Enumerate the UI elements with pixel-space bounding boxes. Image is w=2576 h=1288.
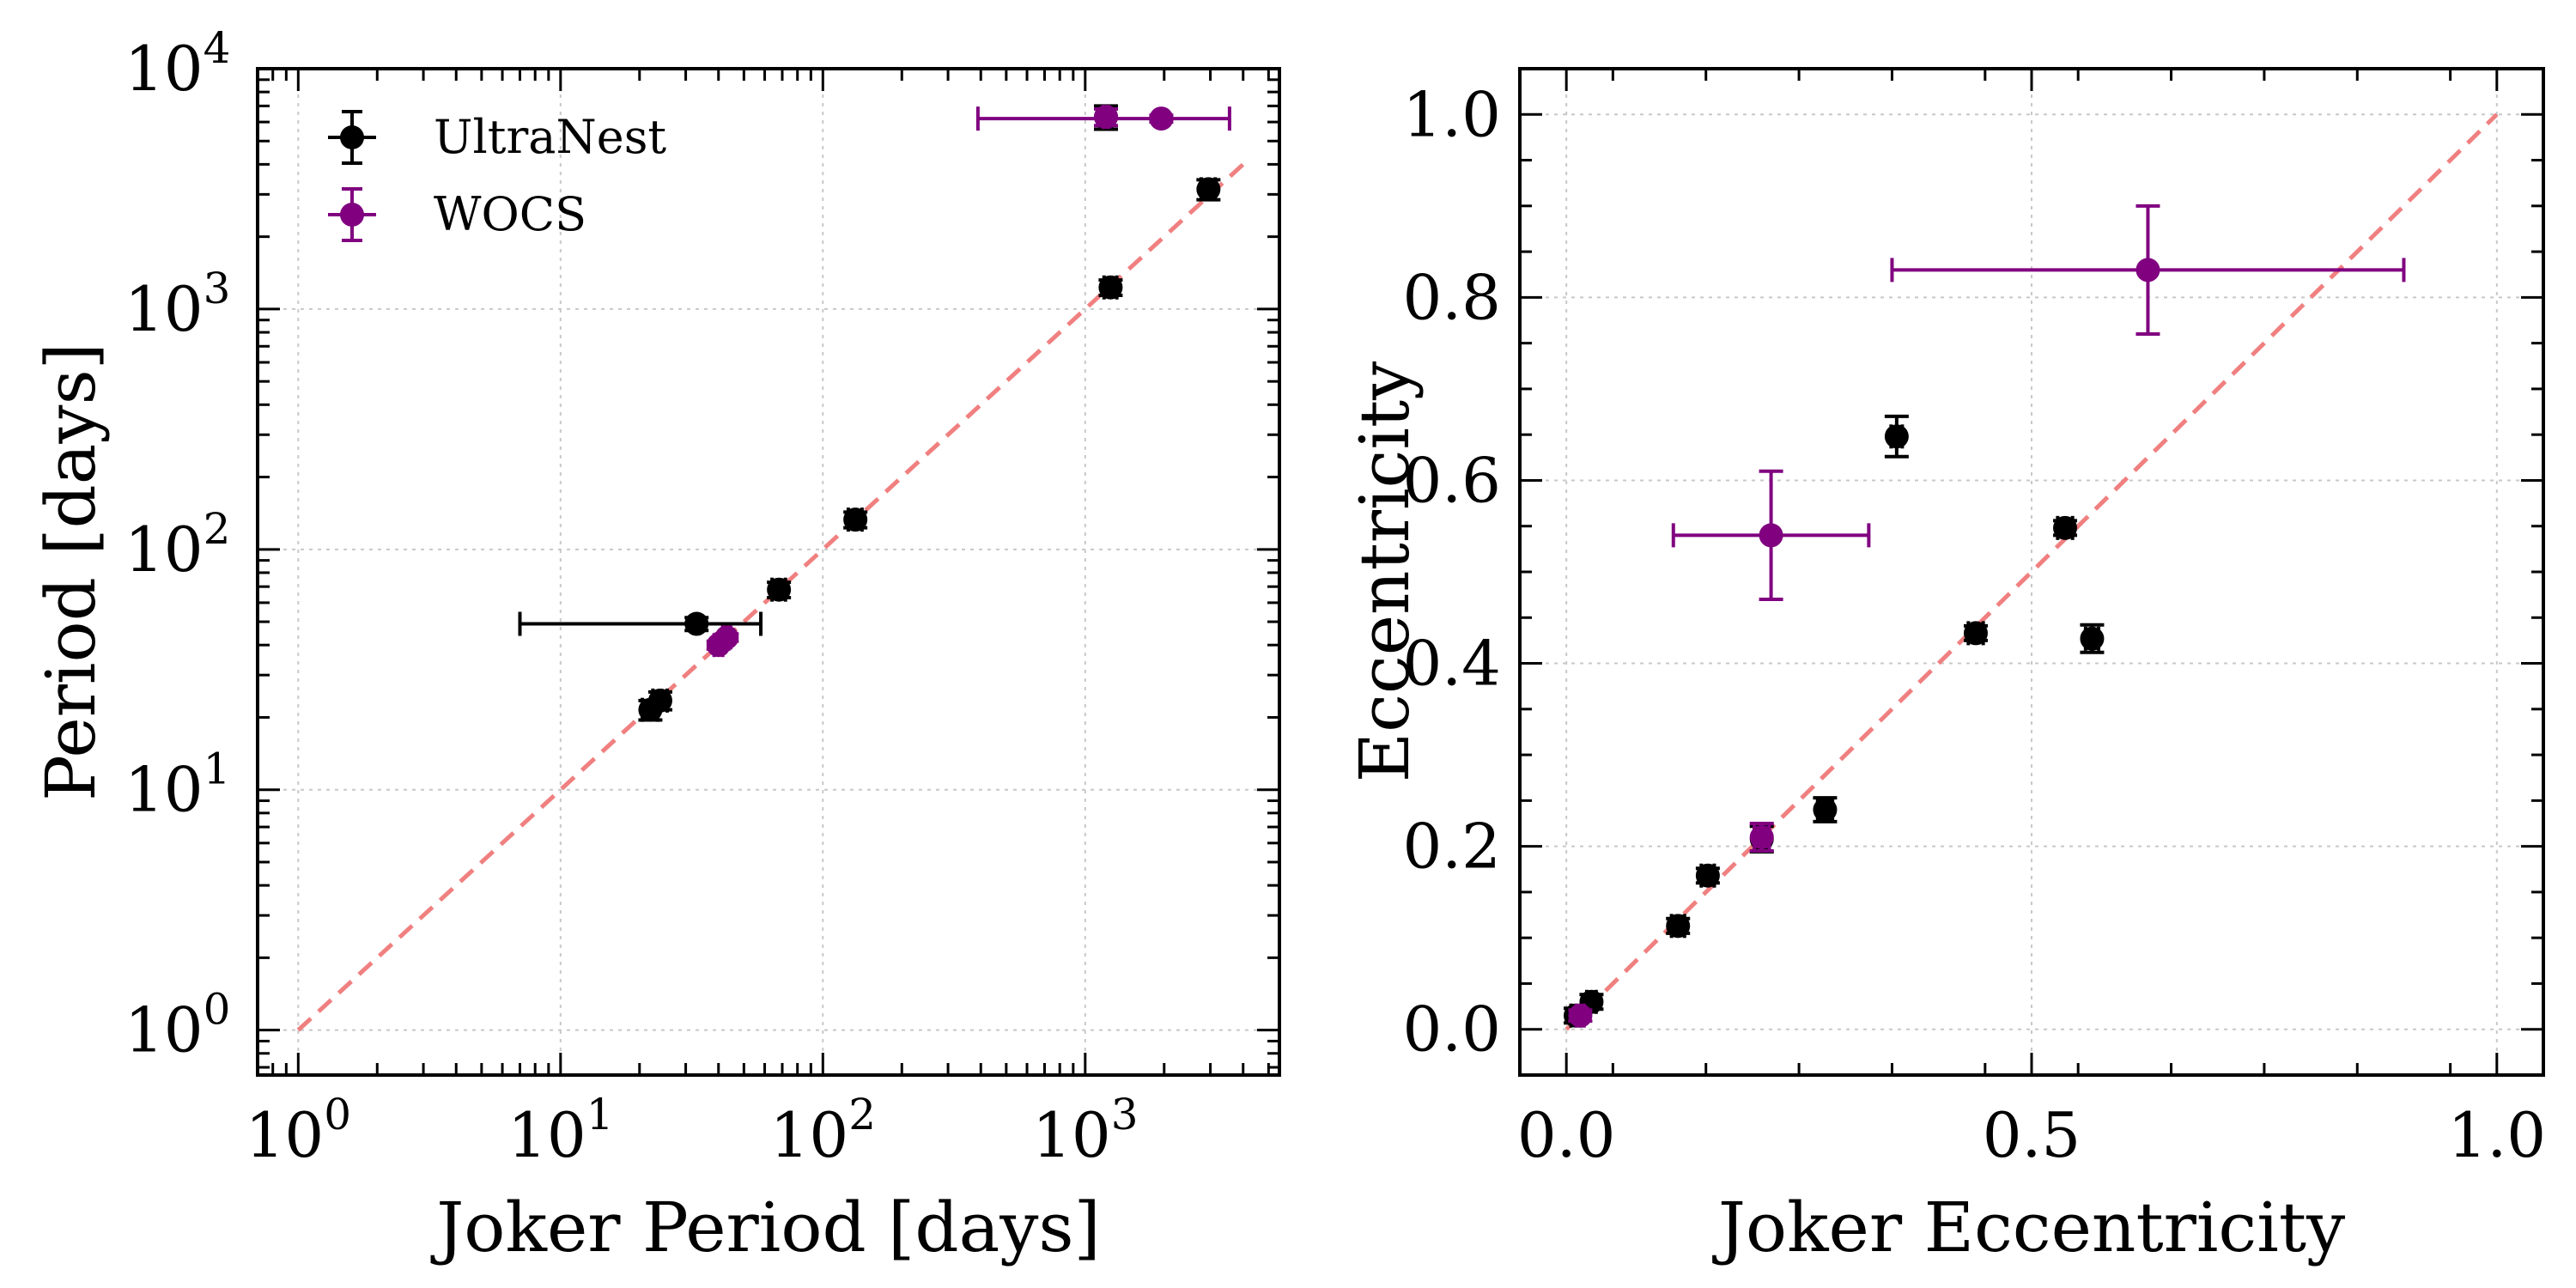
y-tick-label: 100: [125, 985, 230, 1066]
tick-base: 10: [125, 754, 204, 826]
x-tick-label: 103: [1032, 1090, 1138, 1171]
x-tick-label: 100: [246, 1090, 351, 1171]
legend-entry: UltraNest: [328, 110, 666, 165]
data-marker: [1149, 106, 1174, 131]
plot-frame: [256, 67, 1281, 1077]
tick-base: 10: [770, 1099, 849, 1171]
legend-marker: [340, 125, 364, 149]
tick-exponent: 4: [204, 23, 231, 73]
data-point: [518, 611, 763, 636]
data-point: [1813, 796, 1838, 823]
data-point: [2080, 623, 2105, 654]
tick-exponent: 2: [204, 504, 231, 554]
legend-label: UltraNest: [434, 110, 666, 164]
y-tick-label: 103: [125, 264, 230, 345]
data-marker: [767, 577, 792, 602]
x-tick-label: 102: [770, 1090, 876, 1171]
data-point: [1884, 414, 1909, 459]
data-point: [1568, 1003, 1593, 1028]
tick-base: 10: [125, 273, 204, 345]
data-marker: [1695, 863, 1720, 888]
data-point: [1963, 621, 1988, 646]
y-tick-label: 104: [125, 23, 230, 105]
x-axis-label: Joker Period [days]: [430, 1188, 1101, 1267]
tick-base: 10: [507, 1099, 586, 1171]
series-wocs: [706, 105, 1231, 658]
y-axis-label: Eccentricity: [1345, 361, 1425, 783]
data-marker: [2053, 515, 2078, 540]
data-point: [1098, 275, 1123, 300]
tick-base: 10: [1032, 1099, 1111, 1171]
data-point: [1695, 863, 1720, 888]
data-marker: [1568, 1003, 1593, 1028]
one-to-one-reference-line: [1564, 112, 2499, 1031]
tick-exponent: 1: [586, 1090, 614, 1139]
tick-exponent: 2: [848, 1090, 876, 1139]
x-tick-label: 101: [507, 1090, 613, 1171]
data-point: [1749, 822, 1774, 853]
data-point: [843, 507, 868, 532]
legend-entry: WOCS: [328, 187, 586, 242]
y-tick-label: 0.4: [1402, 628, 1501, 700]
x-tick-label: 0.0: [1517, 1099, 1616, 1171]
legend-label: WOCS: [434, 187, 586, 241]
y-tick-label: 101: [125, 744, 230, 826]
series-ultranest: [1564, 414, 2105, 1028]
data-marker: [2080, 626, 2105, 651]
tick-base: 10: [246, 1099, 325, 1171]
tick-base: 10: [125, 513, 204, 586]
y-tick-label: 0.6: [1402, 444, 1501, 516]
data-marker: [1759, 523, 1783, 548]
legend-marker: [340, 203, 364, 227]
legend: UltraNest WOCS: [328, 110, 666, 242]
data-point: [2053, 515, 2078, 540]
eccentricity-comparison-panel: 0.0 0.5 1.0 0.0 0.2 0.4 0.6 0.8 1.0 Joker Eccentr…: [1345, 67, 2547, 1267]
data-marker: [714, 625, 739, 650]
tick-exponent: 1: [204, 744, 231, 794]
data-marker: [1098, 275, 1123, 300]
data-marker: [843, 507, 868, 532]
data-marker: [1666, 914, 1691, 939]
data-point: [714, 625, 739, 650]
x-tick-label: 0.5: [1983, 1099, 2081, 1171]
data-marker: [647, 688, 672, 713]
series-wocs: [1568, 204, 2406, 1028]
data-marker: [1963, 621, 1988, 646]
data-marker: [1884, 424, 1909, 449]
data-marker: [1749, 824, 1774, 849]
data-point: [1671, 469, 1871, 601]
tick-exponent: 0: [324, 1090, 351, 1139]
tick-base: 10: [125, 33, 204, 105]
series-ultranest: [518, 104, 1221, 722]
data-point: [647, 688, 672, 713]
tick-base: 10: [125, 994, 204, 1066]
tick-exponent: 3: [1111, 1090, 1139, 1139]
tick-exponent: 0: [204, 985, 231, 1035]
data-point: [975, 106, 1231, 131]
data-point: [1666, 914, 1691, 939]
axis-ticks: [256, 67, 1279, 1075]
y-tick-label: 0.0: [1402, 993, 1501, 1066]
y-tick-label: 102: [125, 504, 230, 586]
tick-exponent: 3: [204, 264, 231, 313]
data-point: [1890, 204, 2406, 336]
y-axis-label: Period [days]: [31, 343, 111, 801]
x-tick-label: 1.0: [2448, 1099, 2547, 1171]
data-point: [767, 577, 792, 602]
plot-frame: [1518, 67, 2545, 1077]
x-axis-label: Joker Eccentricity: [1712, 1188, 2345, 1267]
data-marker: [2136, 258, 2160, 283]
y-tick-label: 0.2: [1402, 811, 1501, 883]
y-tick-label: 0.8: [1402, 261, 1501, 333]
grid-lines: [258, 68, 1279, 1075]
y-tick-label: 1.0: [1402, 78, 1501, 150]
data-marker: [1813, 798, 1838, 823]
grid-lines: [1520, 69, 2543, 1075]
axis-ticks: [1520, 69, 2543, 1075]
data-marker: [1196, 177, 1221, 202]
data-marker: [684, 611, 709, 636]
data-point: [1196, 177, 1221, 202]
